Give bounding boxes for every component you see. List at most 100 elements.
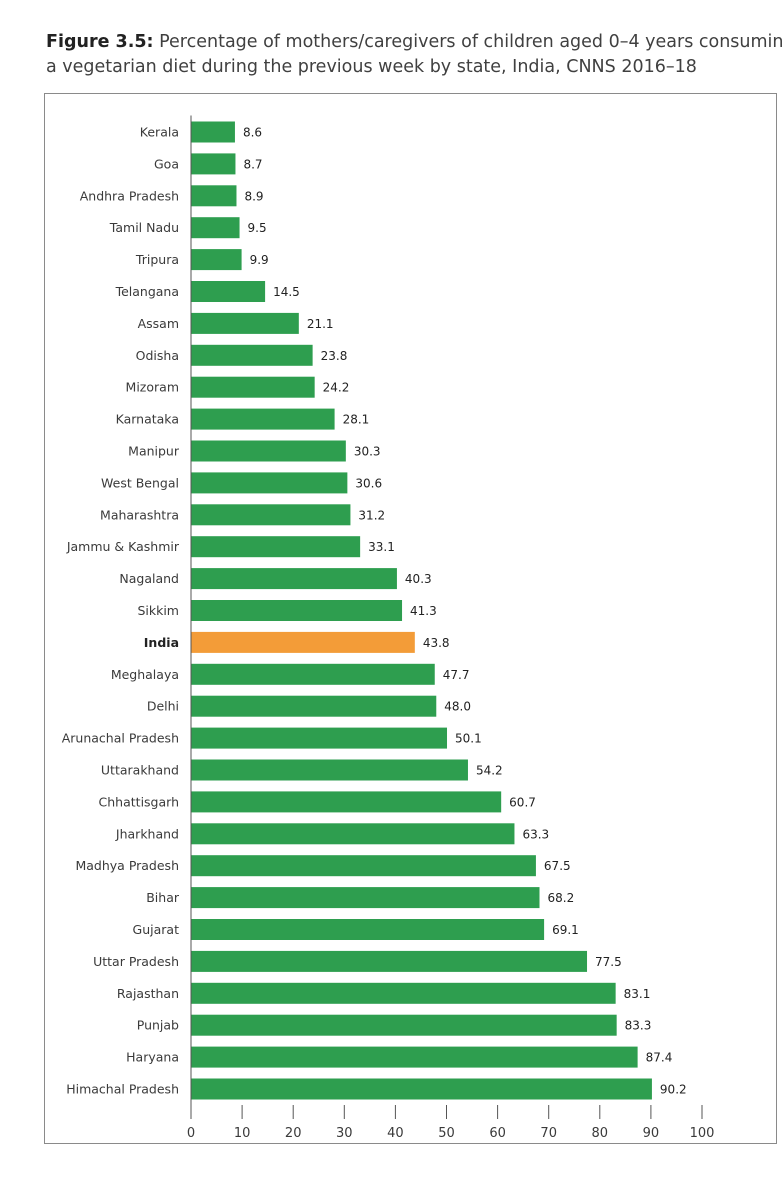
x-tick-label: 10 <box>234 1126 251 1141</box>
value-label: 33.1 <box>368 540 395 554</box>
category-label: Haryana <box>126 1050 179 1065</box>
figure-title-line-1: Figure 3.5: Percentage of mothers/caregi… <box>46 30 784 55</box>
x-tick-label: 50 <box>438 1126 455 1141</box>
bar <box>191 185 237 207</box>
category-label: Bihar <box>146 890 180 905</box>
bar <box>191 472 348 494</box>
bar <box>191 823 515 845</box>
bar <box>191 121 235 143</box>
value-label: 9.5 <box>248 221 267 235</box>
value-label: 31.2 <box>358 508 385 522</box>
category-label: Madhya Pradesh <box>75 858 179 873</box>
category-label: Odisha <box>136 348 179 363</box>
bar <box>191 887 540 909</box>
value-label: 90.2 <box>660 1083 687 1097</box>
category-label: West Bengal <box>101 475 179 490</box>
x-tick-label: 60 <box>489 1126 506 1141</box>
x-tick-label: 0 <box>187 1126 195 1141</box>
value-label: 8.7 <box>243 157 262 171</box>
value-label: 68.2 <box>548 891 575 905</box>
value-label: 30.6 <box>355 476 382 490</box>
category-label: Andhra Pradesh <box>80 188 179 203</box>
value-label: 47.7 <box>443 668 470 682</box>
bar <box>191 982 616 1004</box>
bar <box>191 663 435 685</box>
category-label: Himachal Pradesh <box>66 1082 179 1097</box>
bar <box>191 249 242 271</box>
value-label: 63.3 <box>522 827 549 841</box>
value-label: 48.0 <box>444 700 471 714</box>
category-label: Meghalaya <box>111 667 179 682</box>
x-tick-label: 70 <box>540 1126 557 1141</box>
value-label: 60.7 <box>509 795 536 809</box>
bar <box>191 600 403 621</box>
x-tick-label: 100 <box>690 1126 715 1141</box>
bar <box>191 536 361 558</box>
bar <box>191 504 351 526</box>
category-label: Assam <box>138 316 179 331</box>
value-label: 28.1 <box>343 413 370 427</box>
bar-chart: Kerala 8.6 Goa 8.7 Andhra Pradesh 8.9 Tamil Na… <box>62 115 715 1141</box>
category-label: Tamil Nadu <box>109 220 179 235</box>
bar <box>191 153 236 175</box>
bar <box>191 376 315 398</box>
category-label: Rajasthan <box>117 986 179 1001</box>
bar <box>191 919 545 940</box>
bar <box>191 855 536 877</box>
x-tick-label: 80 <box>592 1126 609 1141</box>
x-tick-label: 40 <box>387 1126 404 1141</box>
figure-title-text-1: Percentage of mothers/caregivers of chil… <box>153 32 784 52</box>
category-label: Manipur <box>128 444 180 459</box>
bar <box>191 631 415 653</box>
category-label: Jharkhand <box>115 826 179 841</box>
category-label: Kerala <box>140 125 179 140</box>
x-tick-label: 20 <box>285 1126 302 1141</box>
category-label: Arunachal Pradesh <box>62 731 179 746</box>
value-label: 21.1 <box>307 317 334 331</box>
value-label: 87.4 <box>646 1051 673 1065</box>
category-label: Karnataka <box>116 412 179 427</box>
category-label: Uttarakhand <box>101 763 179 778</box>
bar <box>191 217 240 239</box>
value-label: 83.3 <box>625 1019 652 1033</box>
bar <box>191 1078 652 1100</box>
category-label: India <box>144 635 179 650</box>
bar <box>191 1046 638 1068</box>
category-label: Gujarat <box>133 922 180 937</box>
value-label: 67.5 <box>544 859 571 873</box>
value-label: 14.5 <box>273 285 300 299</box>
bar <box>191 344 313 366</box>
bar <box>191 281 266 302</box>
bar <box>191 312 299 334</box>
value-label: 9.9 <box>250 253 269 267</box>
bar <box>191 440 346 462</box>
chart-frame: Kerala 8.6 Goa 8.7 Andhra Pradesh 8.9 Tamil Na… <box>44 93 777 1144</box>
value-label: 8.6 <box>243 126 262 140</box>
bar <box>191 1014 617 1036</box>
category-label: Tripura <box>135 252 179 267</box>
figure-label: Figure 3.5: <box>46 32 154 52</box>
category-label: Chhattisgarh <box>99 794 179 809</box>
value-label: 69.1 <box>552 923 579 937</box>
value-label: 24.2 <box>323 381 350 395</box>
category-label: Mizoram <box>126 380 179 395</box>
category-label: Sikkim <box>137 603 179 618</box>
category-label: Jammu & Kashmir <box>66 539 180 554</box>
category-label: Maharashtra <box>100 507 179 522</box>
value-label: 8.9 <box>244 189 263 203</box>
value-label: 30.3 <box>354 445 381 459</box>
figure-title-line-2: a vegetarian diet during the previous we… <box>46 57 697 77</box>
category-label: Delhi <box>147 699 179 714</box>
x-tick-label: 90 <box>643 1126 660 1141</box>
value-label: 23.8 <box>321 349 348 363</box>
bar <box>191 408 335 430</box>
value-label: 50.1 <box>455 732 482 746</box>
category-label: Goa <box>154 156 179 171</box>
bar <box>191 759 468 781</box>
x-tick-label: 30 <box>336 1126 353 1141</box>
bar <box>191 950 588 972</box>
bar <box>191 568 397 590</box>
category-label: Nagaland <box>119 571 179 586</box>
bar <box>191 695 437 717</box>
category-label: Punjab <box>137 1018 179 1033</box>
